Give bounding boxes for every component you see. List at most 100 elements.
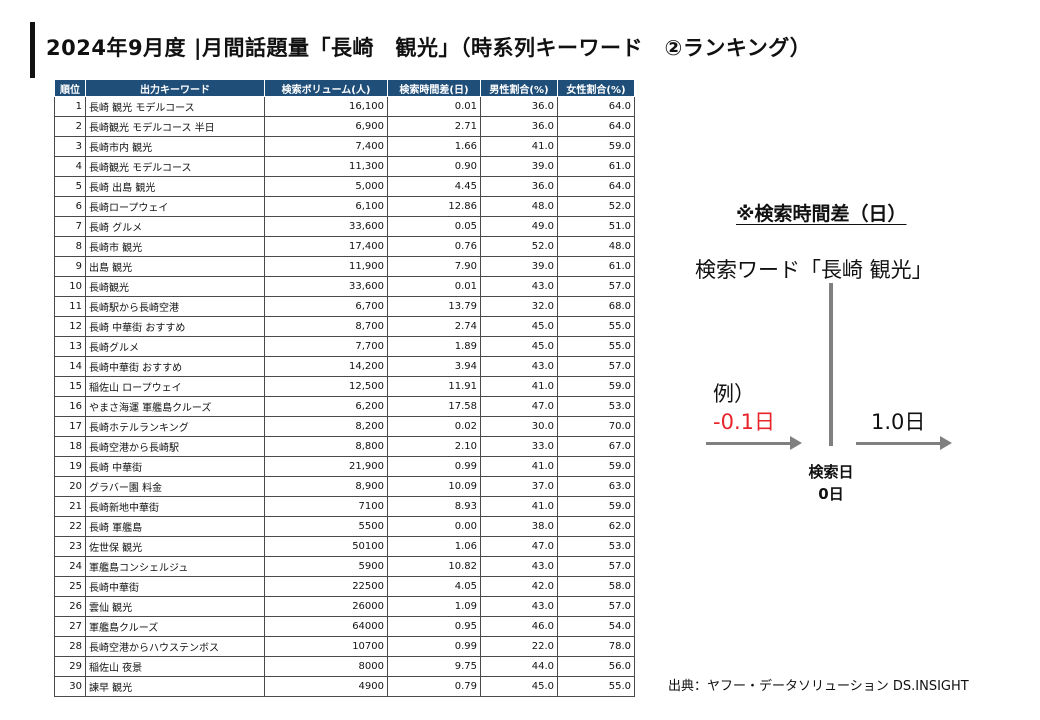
female-ratio-cell: 61.0 xyxy=(557,156,635,177)
female-ratio-cell: 48.0 xyxy=(557,236,635,257)
search-volume-cell: 21,900 xyxy=(264,456,388,477)
rank-cell: 7 xyxy=(54,216,86,237)
rank-cell: 23 xyxy=(54,536,86,557)
female-ratio-cell: 54.0 xyxy=(557,616,635,637)
rank-cell: 25 xyxy=(54,576,86,597)
table-header-row: 順位 出力キーワード 検索ボリューム(人) 検索時間差(日) 男性割合(%) 女… xyxy=(54,79,635,97)
time-difference-cell: 7.90 xyxy=(387,256,481,277)
time-difference-cell: 0.79 xyxy=(387,676,481,697)
keyword-cell: 長崎観光 xyxy=(85,276,265,297)
search-volume-cell: 11,300 xyxy=(264,156,388,177)
search-day-axis-line xyxy=(829,283,833,446)
header-search-volume: 検索ボリューム(人) xyxy=(264,79,388,97)
female-ratio-cell: 62.0 xyxy=(557,516,635,537)
time-difference-cell: 1.06 xyxy=(387,536,481,557)
male-ratio-cell: 32.0 xyxy=(480,296,558,317)
male-ratio-cell: 42.0 xyxy=(480,576,558,597)
male-ratio-cell: 46.0 xyxy=(480,616,558,637)
female-ratio-cell: 55.0 xyxy=(557,676,635,697)
rank-cell: 3 xyxy=(54,136,86,157)
time-difference-cell: 4.05 xyxy=(387,576,481,597)
search-day-label: 検索日 xyxy=(808,463,854,481)
time-difference-cell: 0.99 xyxy=(387,636,481,657)
female-ratio-cell: 70.0 xyxy=(557,416,635,437)
keyword-cell: 長崎空港から長崎駅 xyxy=(85,436,265,457)
female-ratio-cell: 67.0 xyxy=(557,436,635,457)
table-row: 12 長崎 中華街 おすすめ 8,700 2.74 45.0 55.0 xyxy=(54,316,635,337)
search-volume-cell: 33,600 xyxy=(264,216,388,237)
keyword-cell: 長崎市内 観光 xyxy=(85,136,265,157)
male-ratio-cell: 45.0 xyxy=(480,336,558,357)
search-volume-cell: 12,500 xyxy=(264,376,388,397)
example-label: 例） xyxy=(713,382,755,406)
table-row: 24 軍艦島コンシェルジュ 5900 10.82 43.0 57.0 xyxy=(54,556,635,577)
rank-cell: 26 xyxy=(54,596,86,617)
time-difference-cell: 11.91 xyxy=(387,376,481,397)
rank-cell: 22 xyxy=(54,516,86,537)
table-row: 18 長崎空港から長崎駅 8,800 2.10 33.0 67.0 xyxy=(54,436,635,457)
table-row: 19 長崎 中華街 21,900 0.99 41.0 59.0 xyxy=(54,456,635,477)
rank-cell: 29 xyxy=(54,656,86,677)
male-ratio-cell: 36.0 xyxy=(480,176,558,197)
male-ratio-cell: 45.0 xyxy=(480,316,558,337)
male-ratio-cell: 33.0 xyxy=(480,436,558,457)
rank-cell: 30 xyxy=(54,676,86,697)
male-ratio-cell: 45.0 xyxy=(480,676,558,697)
male-ratio-cell: 37.0 xyxy=(480,476,558,497)
rank-cell: 8 xyxy=(54,236,86,257)
search-volume-cell: 8,200 xyxy=(264,416,388,437)
female-ratio-cell: 57.0 xyxy=(557,276,635,297)
male-ratio-cell: 36.0 xyxy=(480,116,558,137)
time-difference-cell: 4.45 xyxy=(387,176,481,197)
source-credit: 出典：ヤフー・データソリューション DS.INSIGHT xyxy=(668,679,969,694)
search-volume-cell: 6,900 xyxy=(264,116,388,137)
rank-cell: 21 xyxy=(54,496,86,517)
keyword-cell: 雲仙 観光 xyxy=(85,596,265,617)
rank-cell: 11 xyxy=(54,296,86,317)
male-ratio-cell: 22.0 xyxy=(480,636,558,657)
time-difference-cell: 2.10 xyxy=(387,436,481,457)
header-rank: 順位 xyxy=(54,79,86,97)
rank-cell: 13 xyxy=(54,336,86,357)
female-ratio-cell: 64.0 xyxy=(557,176,635,197)
time-difference-cell: 0.90 xyxy=(387,156,481,177)
time-difference-cell: 1.89 xyxy=(387,336,481,357)
table-row: 20 グラバー園 料金 8,900 10.09 37.0 63.0 xyxy=(54,476,635,497)
female-ratio-cell: 55.0 xyxy=(557,316,635,337)
keyword-cell: 出島 観光 xyxy=(85,256,265,277)
title-accent-bar xyxy=(30,22,35,78)
table-row: 27 軍艦島クルーズ 64000 0.95 46.0 54.0 xyxy=(54,616,635,637)
male-ratio-cell: 52.0 xyxy=(480,236,558,257)
keyword-cell: 長崎グルメ xyxy=(85,336,265,357)
female-ratio-cell: 51.0 xyxy=(557,216,635,237)
keyword-cell: 長崎 観光 モデルコース xyxy=(85,96,265,117)
table-row: 30 諫早 観光 4900 0.79 45.0 55.0 xyxy=(54,676,635,697)
search-volume-cell: 8,700 xyxy=(264,316,388,337)
rank-cell: 17 xyxy=(54,416,86,437)
female-ratio-cell: 53.0 xyxy=(557,396,635,417)
keyword-cell: 諫早 観光 xyxy=(85,676,265,697)
table-row: 13 長崎グルメ 7,700 1.89 45.0 55.0 xyxy=(54,336,635,357)
search-volume-cell: 7,400 xyxy=(264,136,388,157)
search-volume-cell: 8,800 xyxy=(264,436,388,457)
header-time-difference: 検索時間差(日) xyxy=(387,79,481,97)
rank-cell: 28 xyxy=(54,636,86,657)
time-difference-cell: 0.02 xyxy=(387,416,481,437)
table-row: 21 長崎新地中華街 7100 8.93 41.0 59.0 xyxy=(54,496,635,517)
search-volume-cell: 22500 xyxy=(264,576,388,597)
keyword-cell: 長崎観光 モデルコース xyxy=(85,156,265,177)
keyword-cell: 長崎新地中華街 xyxy=(85,496,265,517)
example-positive-value: 1.0日 xyxy=(871,410,926,434)
table-row: 28 長崎空港からハウステンボス 10700 0.99 22.0 78.0 xyxy=(54,636,635,657)
female-ratio-cell: 59.0 xyxy=(557,456,635,477)
female-ratio-cell: 57.0 xyxy=(557,356,635,377)
table-row: 6 長崎ロープウェイ 6,100 12.86 48.0 52.0 xyxy=(54,196,635,217)
male-ratio-cell: 44.0 xyxy=(480,656,558,677)
search-day-value: 0日 xyxy=(818,485,844,503)
male-ratio-cell: 47.0 xyxy=(480,536,558,557)
table-row: 10 長崎観光 33,600 0.01 43.0 57.0 xyxy=(54,276,635,297)
keyword-cell: 長崎中華街 xyxy=(85,576,265,597)
time-difference-cell: 0.05 xyxy=(387,216,481,237)
keyword-cell: 稲佐山 ロープウェイ xyxy=(85,376,265,397)
search-volume-cell: 8000 xyxy=(264,656,388,677)
